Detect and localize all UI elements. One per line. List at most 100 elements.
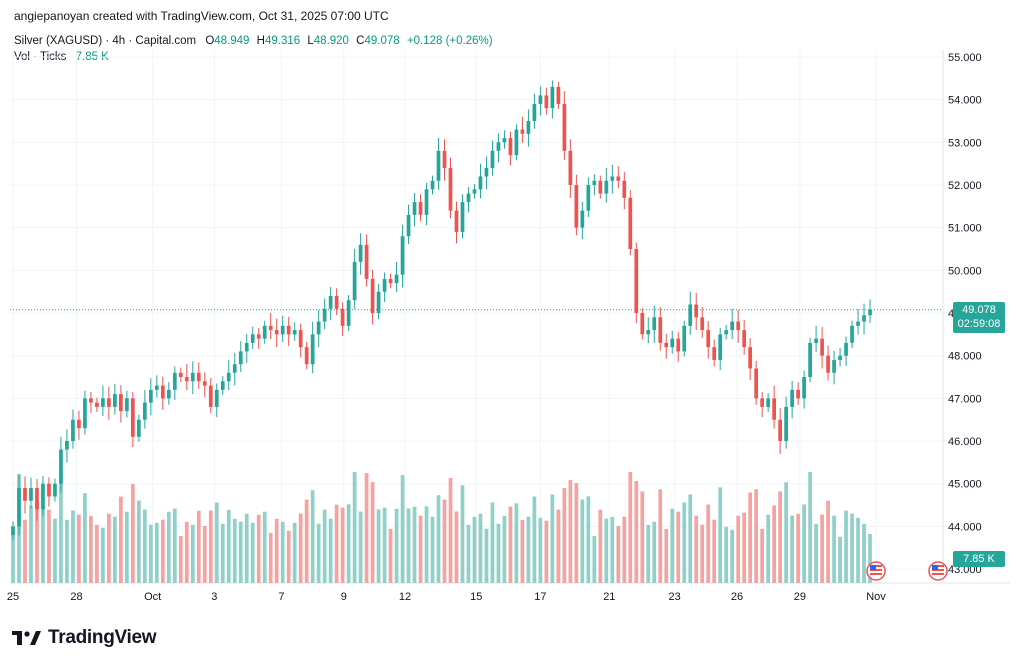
x-tick-label: 15 [470, 591, 482, 603]
volume-bar [772, 505, 776, 583]
volume-bar [610, 516, 615, 583]
volume-bar [748, 492, 753, 583]
volume-bar [59, 474, 63, 583]
volume-bar [71, 510, 75, 583]
volume-bar [676, 511, 681, 583]
candle-body [95, 402, 99, 407]
candle-body [154, 385, 159, 390]
x-tick-label: 25 [7, 591, 19, 603]
open-value: 48.949 [214, 35, 250, 47]
volume-bar [802, 504, 806, 583]
candle-body [466, 193, 471, 203]
candle-body [178, 372, 183, 378]
candle-body [454, 210, 459, 232]
candle-body [208, 385, 213, 407]
candle-body [262, 325, 267, 339]
volume-bar [796, 513, 800, 583]
candle-body [418, 202, 423, 215]
symbol-label[interactable]: Silver (XAGUSD) · 4h · Capital.com [14, 35, 197, 47]
volume-bar [658, 489, 663, 583]
candle-body [346, 300, 351, 326]
x-tick-label: 17 [534, 591, 546, 603]
volume-bar [778, 491, 782, 583]
candle-body [268, 325, 273, 331]
candle-body [370, 278, 375, 314]
candle-body [125, 398, 129, 412]
candle-body [334, 295, 339, 309]
x-tick-label: 26 [731, 591, 743, 603]
volume-bar [466, 524, 471, 583]
close-label: C [356, 35, 365, 47]
candle-body [202, 381, 207, 386]
y-tick-label: 47.000 [948, 393, 982, 405]
candle-body [520, 129, 525, 134]
candle-body [724, 330, 729, 335]
volume-bar [412, 506, 417, 583]
volume-bar [568, 480, 573, 583]
volume-bar [598, 509, 603, 583]
candle-body [29, 487, 33, 501]
us-event-flag-icon[interactable] [928, 561, 948, 581]
volume-bar [340, 507, 345, 583]
volume-bar [41, 505, 45, 583]
candle-body [862, 315, 866, 322]
candle-body [172, 372, 177, 390]
candle-body [490, 150, 495, 168]
candle-body [340, 308, 345, 326]
candle-body [580, 210, 585, 228]
volume-bar [95, 524, 99, 583]
volume-bar [166, 511, 171, 583]
candle-body [598, 180, 603, 194]
volume-bar [256, 514, 261, 583]
volume-bar [418, 515, 423, 583]
flag-part [870, 573, 883, 575]
volume-bar [280, 521, 285, 583]
candle-body [664, 342, 669, 348]
candle-body [850, 325, 854, 343]
volume-bar [394, 508, 399, 583]
y-tick-label: 54.000 [948, 95, 982, 107]
y-tick-label: 51.000 [948, 223, 982, 235]
volume-bar [190, 524, 195, 583]
volume-bar [113, 516, 117, 583]
y-tick-label: 48.000 [948, 351, 982, 363]
tradingview-logo-icon [12, 631, 41, 645]
flag-part [870, 565, 877, 570]
volume-bar [682, 502, 687, 583]
candle-body [89, 398, 93, 403]
candle-body [406, 214, 411, 237]
volume-bar [430, 516, 435, 583]
candle-body [382, 278, 387, 292]
volume-bar [400, 475, 405, 583]
candle-body [868, 309, 872, 316]
volume-bar [562, 488, 567, 583]
candle-body [310, 334, 315, 365]
candle-body [730, 321, 735, 331]
us-event-flag-icon[interactable] [866, 561, 886, 581]
x-tick-label: 29 [794, 591, 806, 603]
volume-bar [65, 519, 69, 583]
volume-bar [868, 534, 872, 583]
volume-bar [706, 504, 711, 583]
y-tick-label: 52.000 [948, 180, 982, 192]
x-tick-label: 28 [70, 591, 82, 603]
candle-body [700, 317, 705, 331]
candle-body [298, 330, 303, 348]
last-price-value: 49.078 [962, 304, 996, 316]
y-tick-label: 46.000 [948, 436, 982, 448]
candle-body [292, 330, 297, 335]
volume-bar [496, 523, 501, 583]
candle-body [538, 95, 543, 104]
y-tick-label: 43.000 [948, 564, 982, 576]
volume-bar [328, 518, 333, 583]
candle-body [562, 103, 567, 151]
candle-body [658, 317, 663, 343]
volume-bar [172, 508, 177, 583]
volume-bar [358, 511, 363, 583]
candle-body [766, 398, 771, 407]
bar-countdown: 02:59:08 [957, 318, 1001, 330]
candle-body [706, 330, 711, 348]
price-chart[interactable]: 55.000 54.000 53.000 52.000 51.000 50.000 49.0… [0, 0, 1024, 615]
volume-bar [178, 535, 183, 583]
flag-part [932, 565, 938, 570]
